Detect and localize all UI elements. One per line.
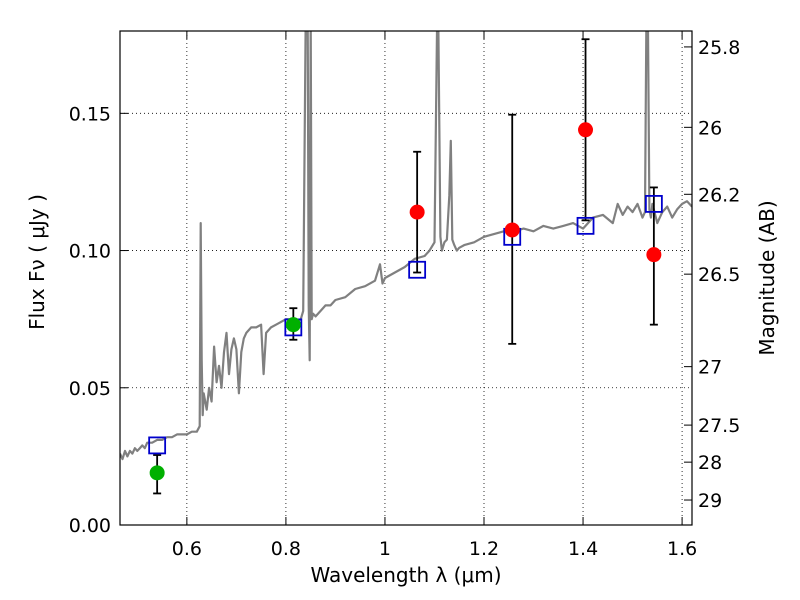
y-axis-label: Flux Fν ( μJy ): [25, 194, 49, 330]
y-tick-label: 0.10: [69, 241, 111, 263]
axis-ticks: 0.6 0.8 1 1.2 1.4 1.6 0.00 0.05 0.10 0.15 25.8 26 26…: [69, 31, 740, 560]
y2-tick-label: 27.5: [698, 415, 740, 437]
x-tick-label: 1.4: [568, 538, 598, 560]
x-tick-label: 1: [379, 538, 391, 560]
model-photometry-square: [576, 216, 595, 235]
y2-tick-label: 29: [698, 490, 722, 512]
observed-point: [149, 465, 165, 481]
y2-axis-label: Magnitude (AB): [755, 200, 779, 355]
observed-point: [646, 247, 662, 263]
y2-tick-label: 28: [698, 452, 722, 474]
observed-point: [409, 204, 425, 220]
y2-tick-label: 26: [698, 117, 722, 139]
y2-tick-label: 26.5: [698, 264, 740, 286]
x-tick-label: 0.8: [271, 538, 301, 560]
x-tick-label: 1.6: [667, 538, 697, 560]
y2-tick-label: 25.8: [698, 37, 740, 59]
x-tick-label: 0.6: [172, 538, 202, 560]
observed-point: [578, 122, 594, 138]
observed-point: [285, 317, 301, 333]
y-tick-label: 0.05: [69, 378, 111, 400]
model-photometry-square: [148, 436, 167, 455]
sed-line: [120, 31, 692, 461]
observed-point: [504, 222, 520, 238]
plot-area: [120, 31, 692, 525]
model-photometry-square: [408, 260, 427, 279]
y-tick-label: 0.15: [69, 103, 111, 125]
plot-frame: [119, 30, 693, 526]
y-tick-label: 0.00: [69, 515, 111, 537]
y2-tick-label: 26.2: [698, 184, 740, 206]
axis-labels: Wavelength λ (μm) Flux Fν ( μJy ) Magnit…: [25, 194, 779, 587]
model-photometry-square: [644, 194, 663, 213]
x-tick-label: 1.2: [469, 538, 499, 560]
y2-tick-label: 27: [698, 357, 722, 379]
x-axis-label: Wavelength λ (μm): [310, 563, 501, 587]
